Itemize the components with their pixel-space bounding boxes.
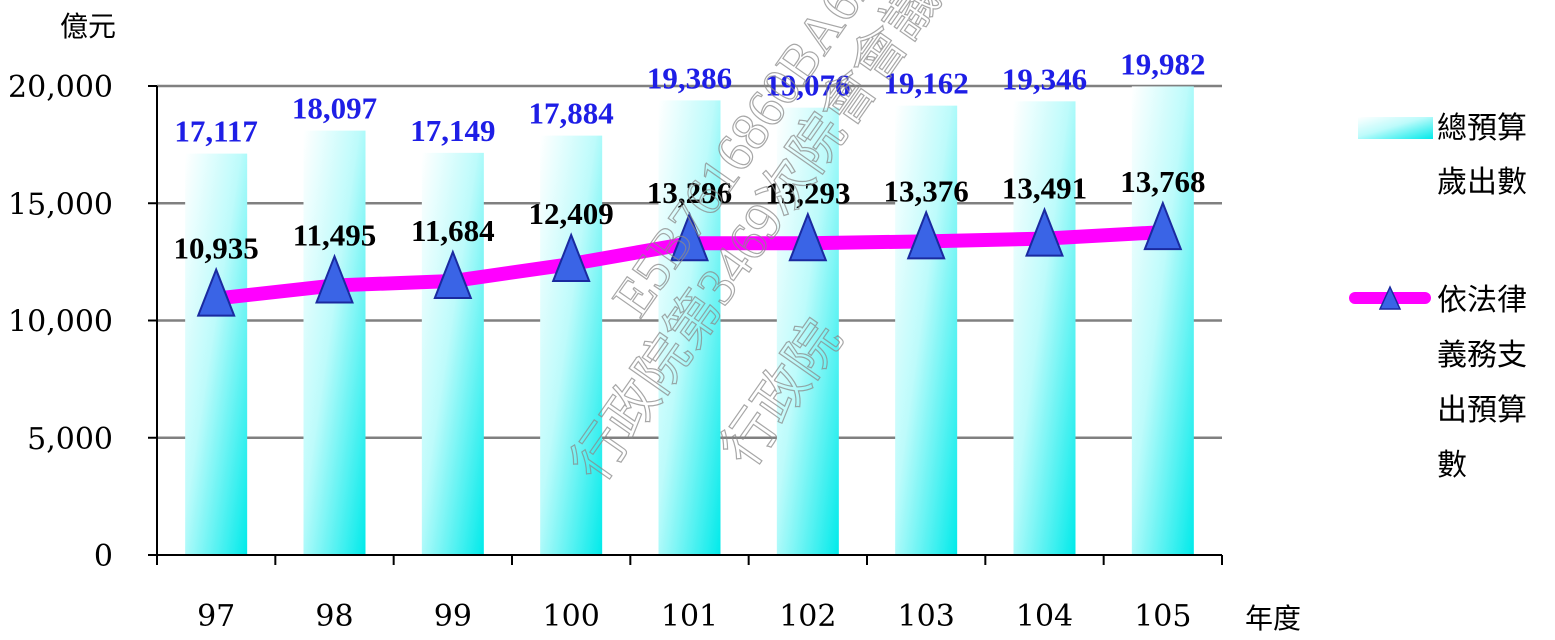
bar-value-label: 18,097 [292, 91, 377, 126]
x-tick-label: 98 [315, 599, 353, 634]
legend-bar-swatch [1358, 117, 1433, 139]
bar-104 [1013, 101, 1076, 555]
line-value-label: 13,376 [884, 173, 969, 208]
bar-value-label: 19,162 [884, 66, 969, 101]
x-tick-label: 99 [434, 599, 472, 634]
legend-bar-label-line-1: 總預算 [1437, 111, 1527, 146]
line-value-label: 12,409 [529, 196, 614, 231]
bar-99 [421, 152, 484, 555]
x-axis-unit: 年度 [1245, 602, 1301, 635]
bar-102 [776, 107, 839, 556]
legend-line-label-line-1: 依法律 [1437, 283, 1527, 318]
y-tick-label: 15,000 [8, 187, 113, 222]
legend-bar-label-line-2: 歲出數 [1437, 165, 1527, 200]
bar-97 [185, 153, 248, 555]
line-value-label: 13,768 [1120, 164, 1205, 199]
x-tick-label: 97 [197, 599, 235, 634]
line-value-label: 11,495 [293, 217, 377, 252]
axes [148, 85, 1223, 565]
x-tick-label: 105 [1134, 599, 1191, 634]
x-tick-label: 104 [1016, 599, 1073, 634]
x-tick-label: 103 [898, 599, 955, 634]
y-tick-label: 20,000 [8, 70, 113, 105]
bar-value-label: 19,346 [1002, 61, 1087, 96]
line-marker-105 [1143, 200, 1183, 251]
x-tick-label: 101 [661, 599, 718, 634]
line-marker-102 [788, 211, 828, 262]
legend: 總預算 歲出數 依法律 義務支 出預算 數 [1349, 111, 1527, 483]
line-value-label: 13,296 [647, 175, 732, 210]
line-marker-101 [670, 211, 709, 262]
bars [185, 86, 1194, 556]
bar-value-label: 19,076 [765, 68, 850, 103]
line-value-label: 13,491 [1002, 171, 1087, 206]
bar-value-label: 17,117 [174, 114, 258, 149]
line-marker-104 [1025, 206, 1064, 257]
y-axis-unit: 億元 [60, 10, 116, 43]
bar-103 [895, 105, 958, 556]
line-marker-103 [906, 209, 946, 260]
legend-line-label-line-3: 出預算 [1437, 393, 1527, 428]
y-tick-label: 0 [94, 539, 113, 574]
x-tick-label: 102 [779, 599, 836, 634]
line-value-label: 13,293 [765, 175, 850, 210]
bar-100 [540, 135, 603, 556]
line-marker-100 [551, 232, 591, 283]
y-tick-label: 5,000 [27, 422, 113, 457]
legend-line-label-line-2: 義務支 [1437, 338, 1527, 373]
line-value-label: 10,935 [174, 231, 259, 266]
line-marker-97 [196, 266, 236, 317]
legend-triangle-marker [1378, 285, 1402, 310]
line-marker-98 [315, 253, 354, 304]
line-value-label: 11,684 [411, 213, 495, 248]
x-tick-label: 100 [543, 599, 600, 634]
y-tick-label: 10,000 [8, 305, 113, 340]
line-series [196, 200, 1183, 317]
bar-105 [1131, 86, 1194, 556]
bar-value-label: 17,884 [529, 96, 614, 131]
line-marker-99 [433, 249, 473, 300]
data-labels: 17,117 18,097 17,149 17,884 19,386 19,076 19,1… [174, 46, 1206, 265]
legend-line-label-line-4: 數 [1437, 448, 1467, 483]
bar-101 [658, 100, 721, 555]
tick-labels: 0 5,000 10,000 15,000 20,000 97 98 99 100 101 102 1… [8, 70, 1191, 634]
bar-value-label: 19,982 [1120, 46, 1205, 81]
bar-value-label: 19,386 [647, 60, 732, 95]
bar-98 [303, 130, 366, 555]
bar-value-label: 17,149 [410, 113, 495, 148]
